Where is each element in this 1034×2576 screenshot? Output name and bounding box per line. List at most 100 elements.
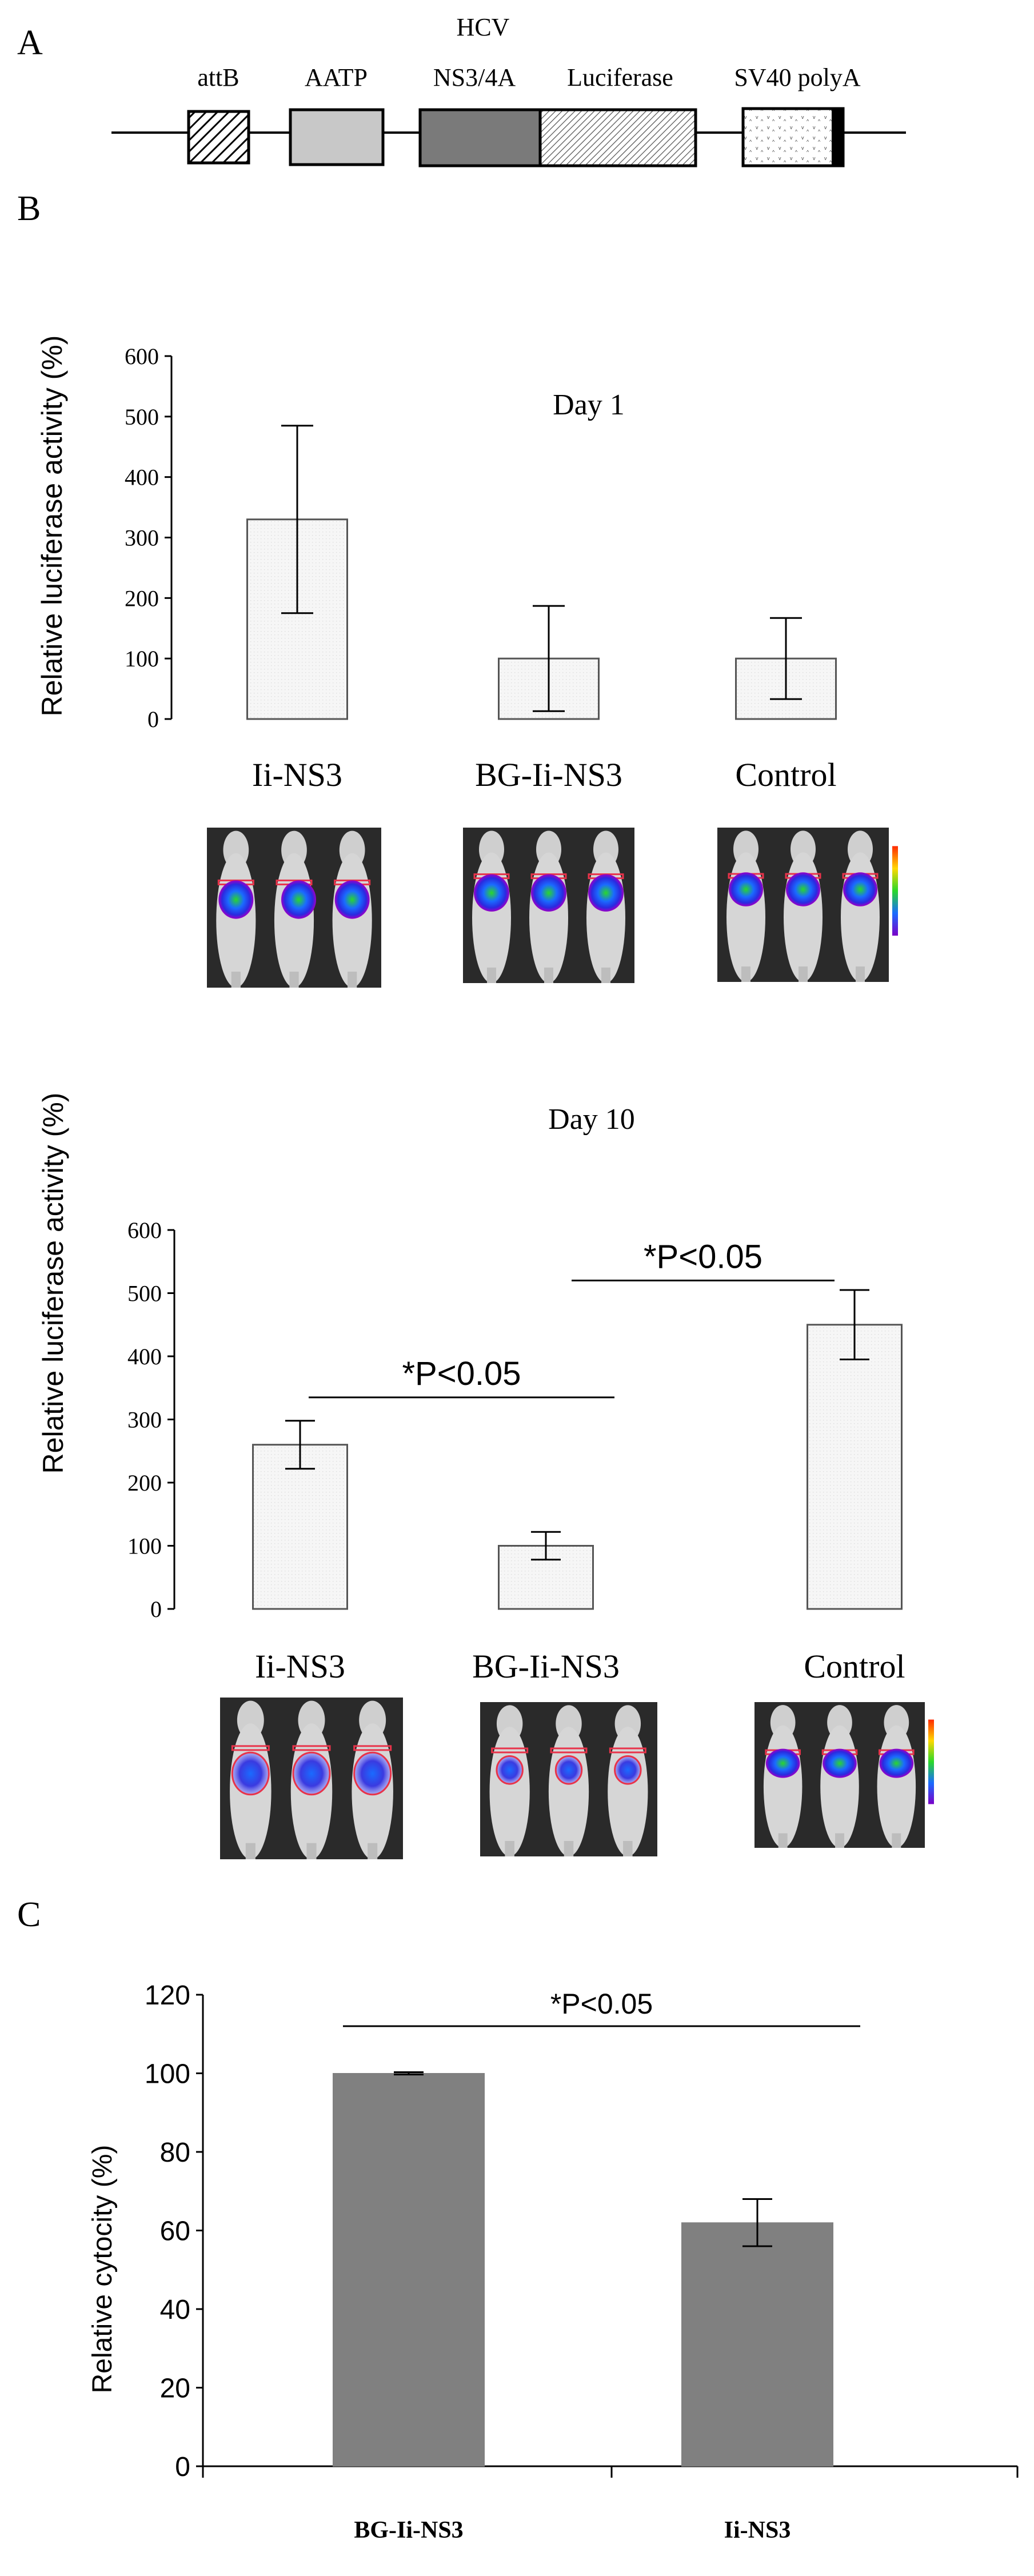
mouse-images-day10 (220, 1698, 934, 1859)
x-tick-label: BG-Ii-NS3 (475, 756, 622, 793)
y-tick-label: 80 (160, 2138, 190, 2168)
mouse-tail (245, 1843, 255, 1859)
x-tick-label: Ii-NS3 (252, 756, 342, 793)
roi-marker (609, 1747, 646, 1754)
element-luciferase-box (538, 108, 697, 167)
element-ns34a-label-line1: HCV (457, 13, 510, 41)
roi-marker (550, 1747, 588, 1754)
mouse-tail (368, 1843, 378, 1859)
mouse-body (608, 1727, 648, 1857)
bar (333, 2073, 485, 2467)
mouse-tail (778, 1833, 788, 1848)
luminescence-signal (843, 872, 877, 906)
luminescence-signal (218, 880, 254, 919)
y-tick-label: 0 (147, 706, 159, 732)
x-tick-label: Ii-NS3 (724, 2517, 791, 2543)
y-tick-label: 40 (160, 2295, 190, 2325)
mouse-body (548, 1727, 589, 1857)
mouse (230, 1700, 272, 1859)
mouse-body (726, 852, 765, 982)
element-sv40-box (741, 107, 845, 167)
luminescence-signal (786, 872, 820, 906)
luminescence-signal (474, 874, 509, 912)
y-axis-label: Relative luciferase activity (%) (37, 1093, 69, 1474)
mouse-body (529, 852, 568, 983)
mouse (274, 830, 316, 988)
mouse-tail (564, 1841, 574, 1856)
luminescence-signal (292, 1751, 331, 1796)
y-tick-label: 60 (160, 2216, 190, 2246)
luminescence-signal (496, 1755, 524, 1785)
y-tick-label: 200 (125, 585, 159, 611)
luminescence-signal (554, 1755, 583, 1785)
y-axis-label: Relative cytocity (%) (87, 2145, 118, 2394)
y-tick-label: 0 (175, 2452, 190, 2482)
panel-c: C (17, 1895, 41, 1934)
color-scale-bar (928, 1719, 934, 1804)
mouse-tail (741, 967, 750, 982)
bar (807, 1324, 903, 1610)
luminescence-signal (353, 1751, 392, 1796)
mouse-images-day1 (207, 828, 898, 988)
mouse-body (784, 852, 823, 982)
y-tick-label: 600 (127, 1217, 162, 1243)
mouse-tail (289, 972, 299, 988)
mouse (608, 1705, 648, 1857)
y-tick-label: 20 (160, 2373, 190, 2403)
y-tick-label: 300 (127, 1407, 162, 1433)
luminescence-signal (281, 880, 316, 919)
y-tick-label: 400 (127, 1344, 162, 1369)
mouse-tail (306, 1843, 317, 1859)
chart-cytotoxicity: Relative cytocity (%) 0 20 40 60 80 100 120 BG-… (87, 1980, 1019, 2543)
y-tick-label: 400 (125, 465, 159, 490)
luminescence-signal (334, 880, 370, 919)
mouse-tail (892, 1833, 901, 1848)
element-sv40-cap (832, 109, 843, 166)
bioluminescence-image (220, 1698, 403, 1859)
significance-label: *P<0.05 (550, 1988, 653, 2020)
mouse (763, 1705, 803, 1848)
mouse (489, 1705, 530, 1857)
bar (252, 1444, 348, 1610)
luminescence-signal (231, 1751, 270, 1796)
roi-marker (292, 1745, 331, 1751)
mouse-body (332, 853, 372, 988)
luminescence-signal (531, 874, 566, 912)
mouse (841, 830, 880, 982)
element-attb-box (187, 110, 250, 165)
panel-a-label: A (17, 23, 43, 62)
panel-c-label: C (17, 1895, 41, 1934)
mouse-body (820, 1725, 859, 1848)
mouse (529, 830, 568, 983)
significance-label: *P<0.05 (644, 1238, 762, 1275)
roi-marker (231, 1745, 270, 1751)
chart-day10: Day 10 Relative luciferase activity (%) … (37, 1093, 905, 1685)
y-tick-label: 100 (125, 646, 159, 672)
y-tick-label: 200 (127, 1470, 162, 1496)
color-scale-bar (892, 846, 898, 936)
y-tick-label: 500 (127, 1281, 162, 1307)
y-tick-label: 300 (125, 525, 159, 551)
mouse-body (841, 852, 880, 982)
mouse (877, 1705, 916, 1848)
element-luciferase-label: Luciferase (567, 63, 673, 91)
mouse-tail (348, 972, 357, 988)
luminescence-signal (614, 1755, 642, 1785)
bioluminescence-image (480, 1702, 657, 1857)
x-tick-label: Control (735, 756, 836, 793)
mouse-tail (601, 967, 610, 983)
element-aatp-box (289, 108, 385, 166)
x-tick-label: Ii-NS3 (255, 1648, 345, 1685)
mouse-tail (487, 967, 496, 983)
element-attb-label: attB (197, 63, 239, 91)
mouse-body (489, 1727, 530, 1857)
panel-b-label: B (17, 189, 41, 228)
chart-title: Day 10 (548, 1103, 635, 1136)
mouse-tail (544, 967, 553, 983)
roi-marker (353, 1745, 392, 1751)
y-tick-label: 0 (150, 1596, 162, 1622)
mouse-tail (505, 1841, 514, 1856)
significance-label: *P<0.05 (402, 1355, 521, 1392)
mouse-tail (623, 1841, 633, 1856)
chart-title: Day 1 (553, 389, 625, 421)
